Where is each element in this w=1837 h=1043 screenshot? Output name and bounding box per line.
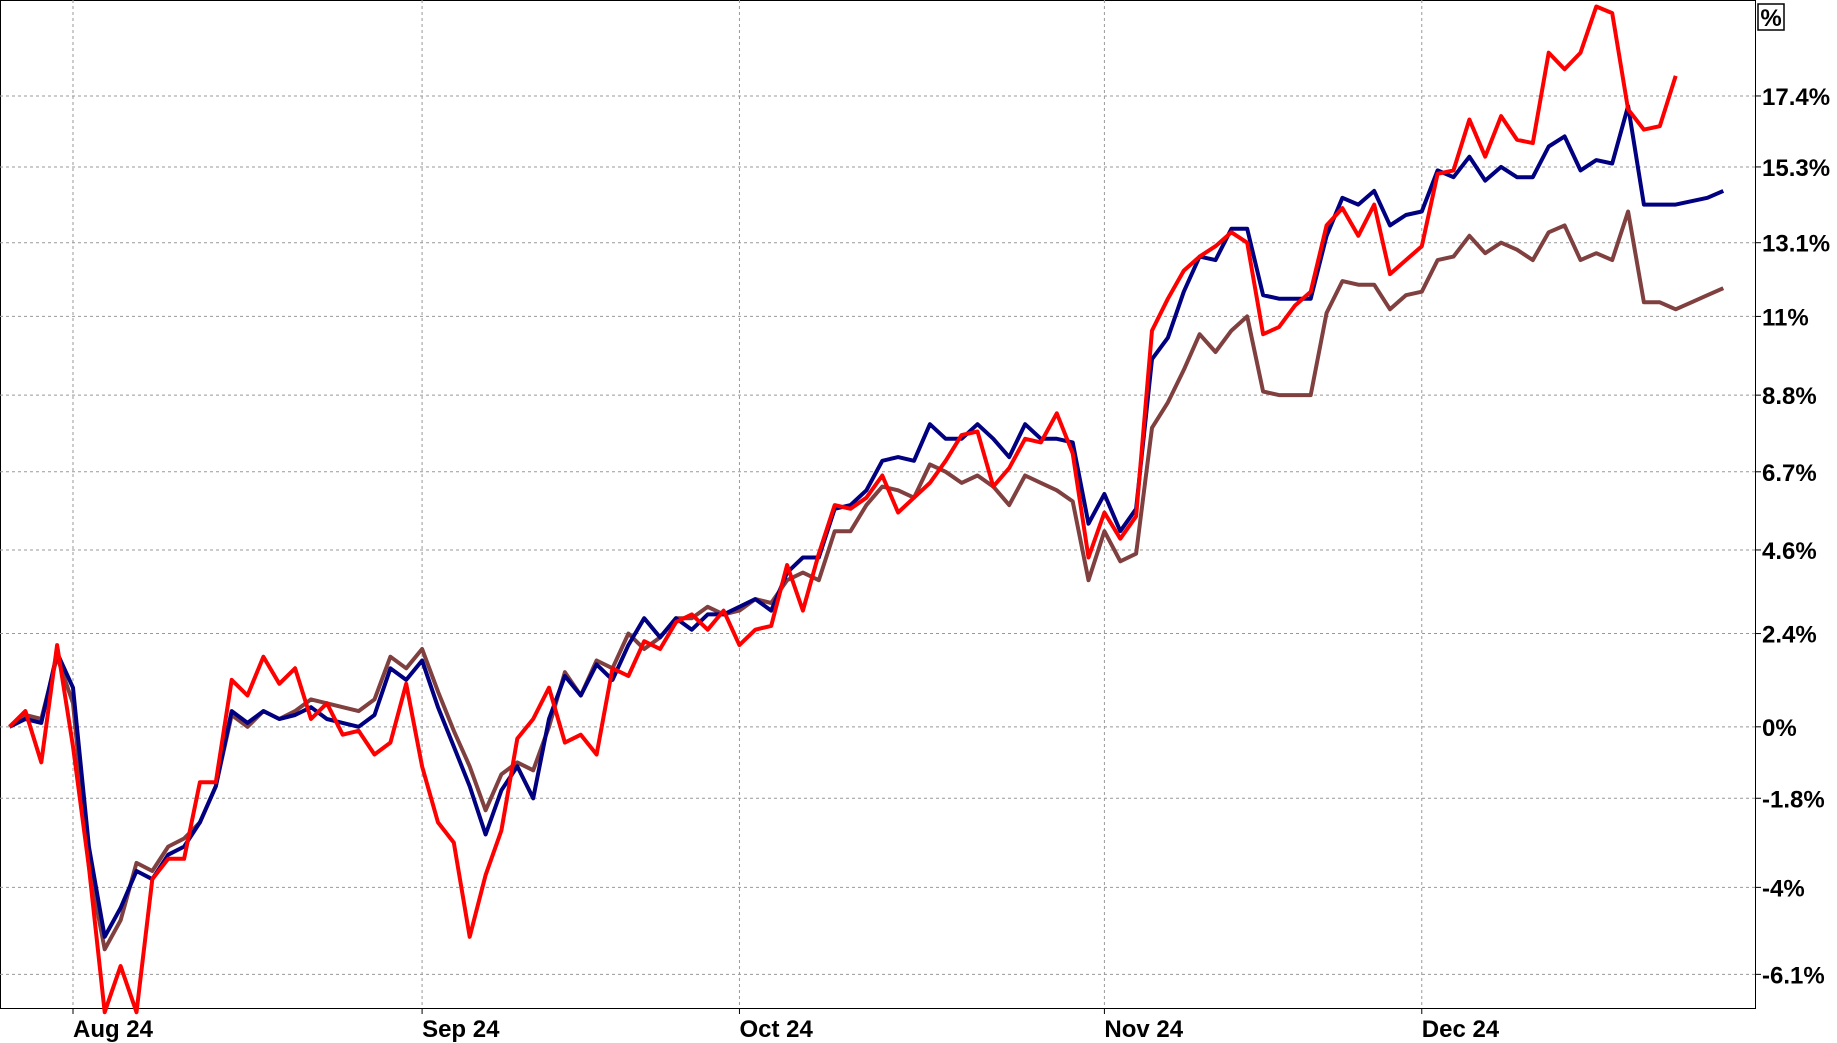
y-tick-label: 4.6%	[1762, 538, 1817, 565]
x-tick-label: Nov 24	[1104, 1016, 1183, 1043]
unit-box	[1757, 3, 1785, 31]
y-tick-label: 0%	[1762, 715, 1797, 742]
y-tick-label: 15.3%	[1762, 155, 1830, 182]
x-tick-label: Aug 24	[73, 1016, 154, 1043]
y-tick-label: -6.1%	[1762, 962, 1825, 989]
y-tick-label: -4%	[1762, 875, 1805, 902]
x-tick-label: Sep 24	[422, 1016, 500, 1043]
series-line	[8, 209, 1725, 952]
y-tick-label: -1.8%	[1762, 786, 1825, 813]
y-tick-label: 6.7%	[1762, 460, 1817, 487]
y-tick-label: 2.4%	[1762, 622, 1817, 649]
y-tick-label: 17.4%	[1762, 84, 1830, 111]
y-tick-label: 13.1%	[1762, 231, 1830, 258]
series-line	[8, 104, 1725, 939]
series-line	[8, 4, 1678, 1015]
y-tick-label: 8.8%	[1762, 383, 1817, 410]
plot-frame	[0, 0, 1756, 1009]
x-tick-label: Dec 24	[1422, 1016, 1500, 1043]
y-axis-unit: %	[1760, 5, 1781, 32]
x-tick-label: Oct 24	[739, 1016, 813, 1043]
y-tick-label: 11%	[1762, 304, 1809, 331]
